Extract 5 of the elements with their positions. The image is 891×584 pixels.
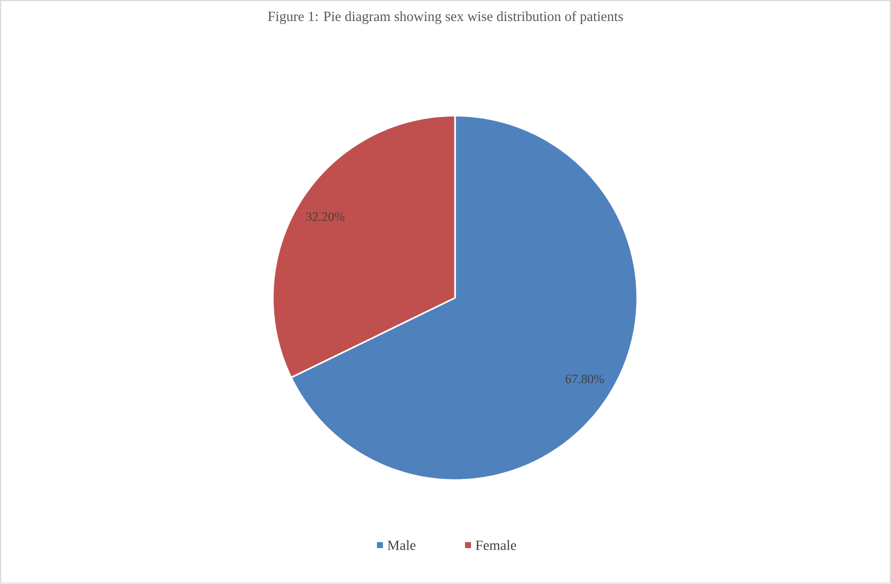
legend-label: Female: [476, 540, 516, 550]
legend-label: Male: [388, 540, 416, 550]
data-label: 32.20%: [306, 212, 344, 222]
data-label: 67.80%: [566, 374, 604, 384]
chart-title: Figure 1: Pie diagram showing sex wise distribution of patients: [268, 11, 623, 24]
